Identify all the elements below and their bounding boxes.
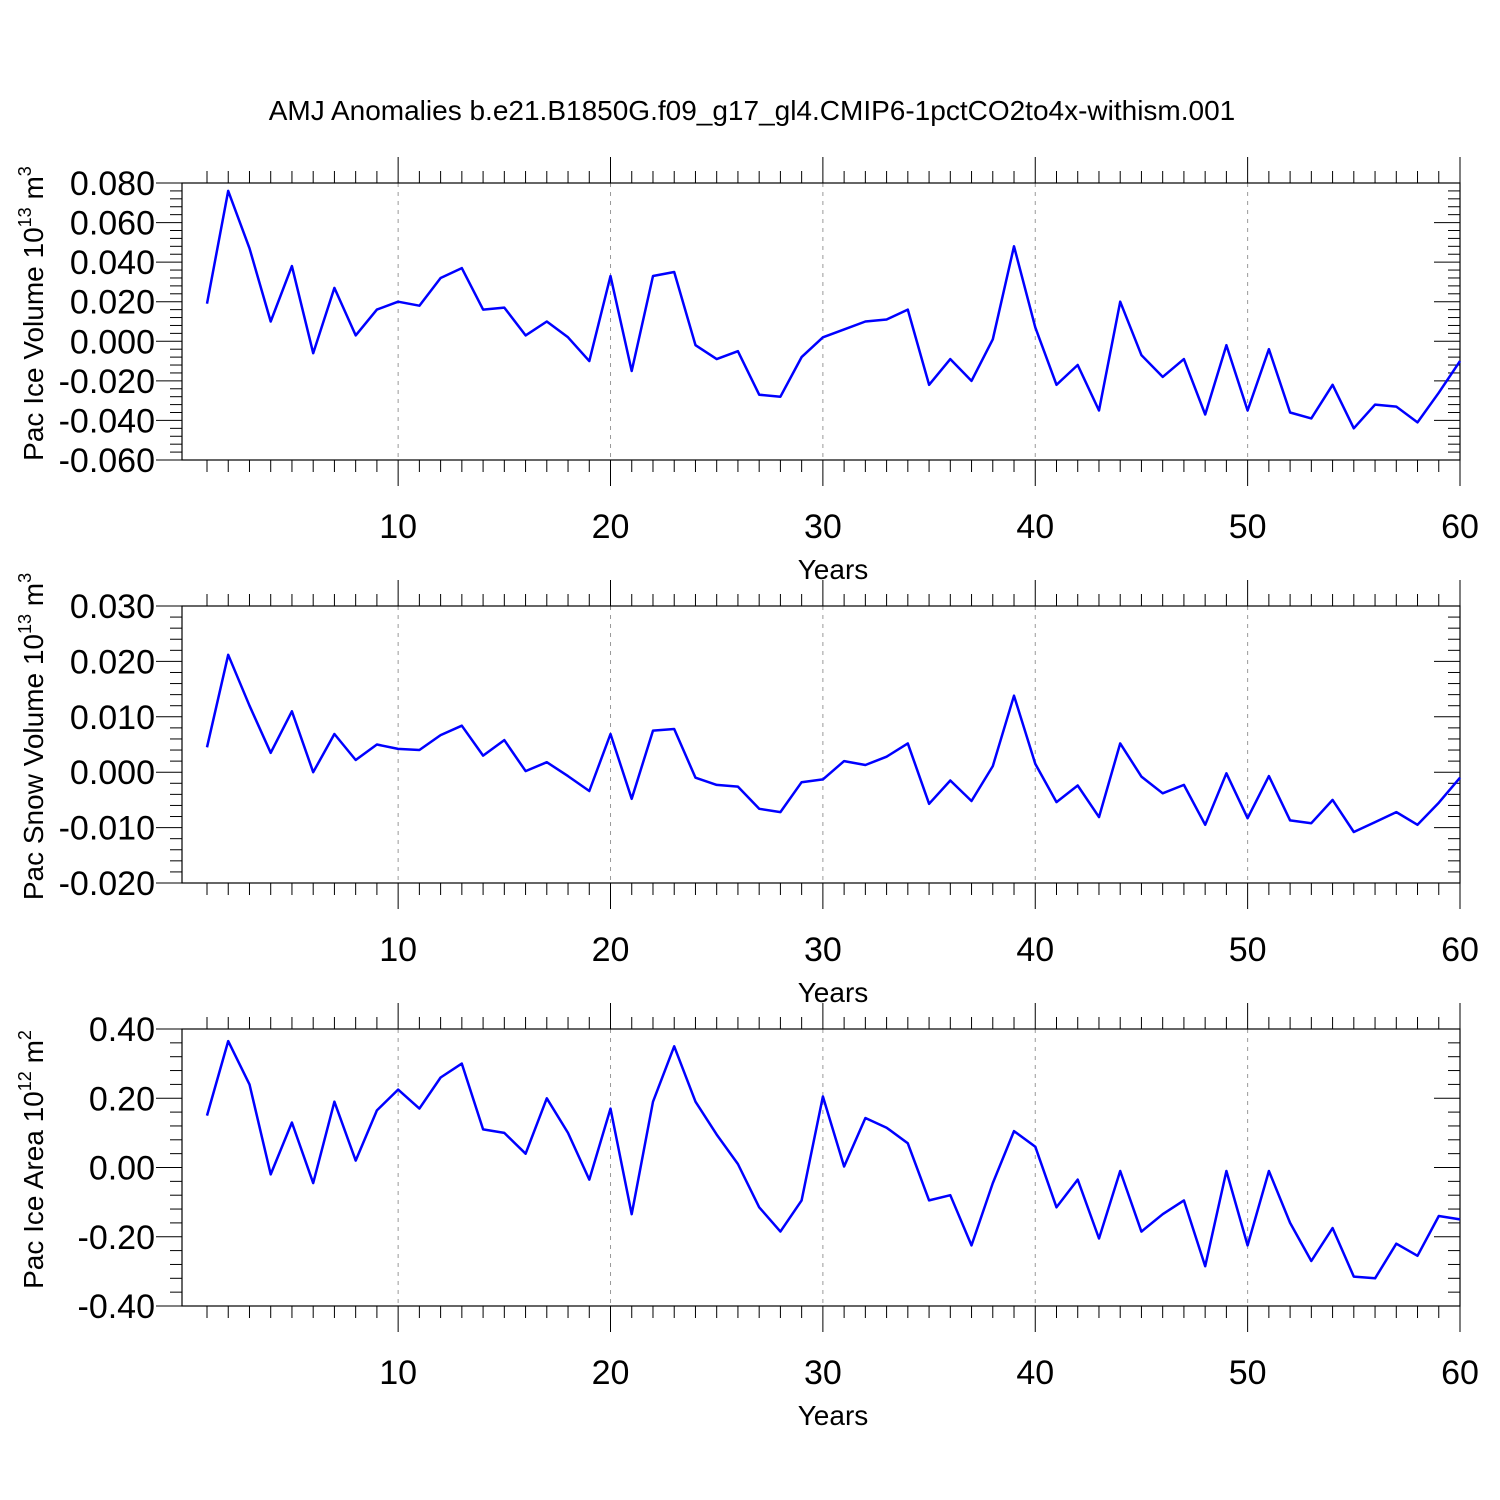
x-tick-label: 20 (592, 508, 630, 546)
chart-panel-3: 0.40 0.20 0.00 -0.20 -0.40 10 20 30 40 50 60 Years P… (15, 1003, 1479, 1431)
series-line (205, 1039, 1461, 1280)
y-axis-title: Pac Ice Area 1012 m2 (15, 1030, 49, 1289)
y-tick-label: -0.060 (59, 442, 155, 480)
figure-title: AMJ Anomalies b.e21.B1850G.f09_g17_gl4.C… (269, 95, 1236, 126)
chart-panel-1: 0.0800.0600.0400.0200.000-0.020-0.040-0.… (15, 157, 1479, 585)
x-tick-label: 50 (1229, 508, 1267, 546)
x-axis-title: Years (798, 1400, 869, 1431)
x-tick-label: 20 (592, 931, 630, 969)
x-tick-label: 10 (379, 1354, 417, 1392)
x-tick-label: 50 (1229, 1354, 1267, 1392)
x-tick-label: 10 (379, 508, 417, 546)
y-axis-title: Pac Snow Volume 1013 m3 (15, 573, 49, 900)
chart-panel-2: 0.030 0.020 0.010 0.000 -0.010 -0.020 10 20 30 40… (15, 573, 1479, 1008)
x-tick-label: 50 (1229, 931, 1267, 969)
y-tick-label: 0.020 (70, 284, 155, 322)
y-tick-label: -0.010 (59, 810, 155, 848)
x-tick-label: 60 (1441, 931, 1479, 969)
x-tick-label: 60 (1441, 508, 1479, 546)
series-line (205, 189, 1462, 430)
plot-frame (181, 182, 1461, 461)
y-tick-label: 0.40 (89, 1011, 155, 1049)
y-tick-label: -0.20 (78, 1219, 156, 1257)
x-tick-label: 40 (1016, 508, 1054, 546)
y-tick-label: -0.040 (59, 402, 155, 440)
x-tick-label: 10 (379, 931, 417, 969)
x-tick-label: 30 (804, 931, 842, 969)
y-tick-label: -0.40 (78, 1288, 156, 1326)
y-tick-label: 0.030 (70, 588, 155, 626)
x-tick-label: 30 (804, 508, 842, 546)
x-tick-label: 40 (1016, 931, 1054, 969)
y-tick-label: 0.000 (70, 323, 155, 361)
x-tick-label: 40 (1016, 1354, 1054, 1392)
y-tick-label: 0.080 (70, 165, 155, 203)
y-tick-label: 0.20 (89, 1080, 155, 1118)
x-axis-title: Years (798, 554, 869, 585)
x-tick-label: 60 (1441, 1354, 1479, 1392)
chart-panels: 0.0800.0600.0400.0200.000-0.020-0.040-0.… (15, 157, 1479, 1431)
y-tick-label: 0.040 (70, 244, 155, 282)
x-tick-label: 20 (592, 1354, 630, 1392)
y-tick-label: 0.020 (70, 643, 155, 681)
y-tick-label: -0.020 (59, 363, 155, 401)
series-line (205, 653, 1461, 834)
y-tick-label: 0.000 (70, 754, 155, 792)
x-axis-title: Years (798, 977, 869, 1008)
y-tick-label: 0.010 (70, 699, 155, 737)
y-tick-label: -0.020 (59, 865, 155, 903)
x-tick-label: 30 (804, 1354, 842, 1392)
y-tick-label: 0.060 (70, 205, 155, 243)
y-axis-title: Pac Ice Volume 1013 m3 (15, 166, 49, 461)
y-tick-label: 0.00 (89, 1150, 155, 1188)
plot-frame (181, 1028, 1461, 1307)
plot-frame (181, 605, 1461, 884)
